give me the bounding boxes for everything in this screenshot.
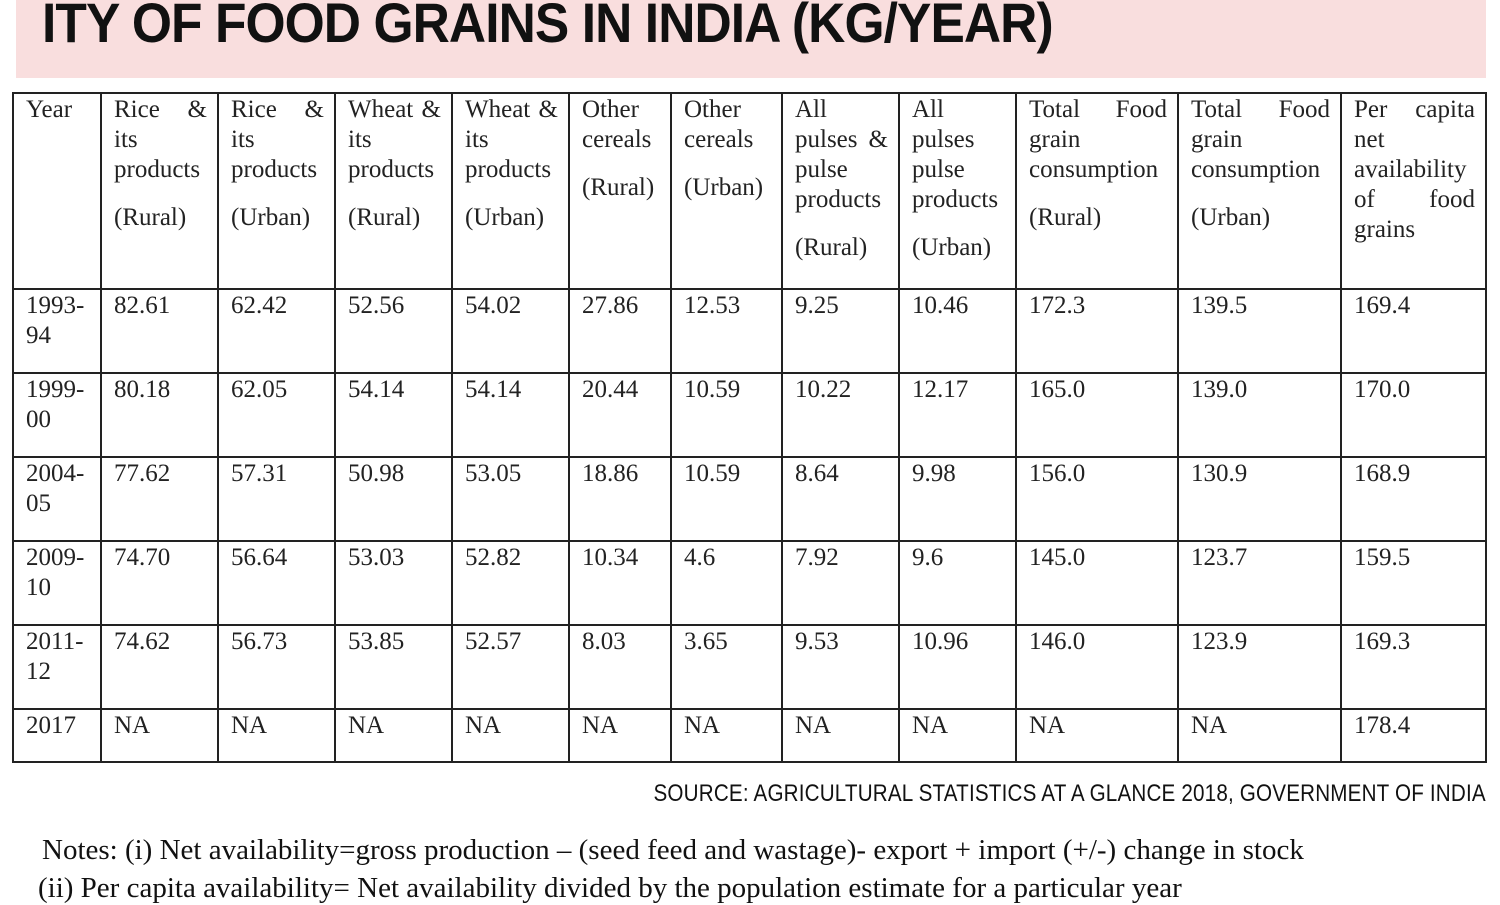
table-cell: 20.44 xyxy=(568,372,672,458)
table-cell: 54.14 xyxy=(451,372,570,458)
table-cell: 178.4 xyxy=(1340,708,1487,763)
table-cell: 165.0 xyxy=(1015,372,1179,458)
table-cell: 82.61 xyxy=(100,288,219,374)
title-band xyxy=(16,0,1486,78)
col-header: Rice & its products (Rural) xyxy=(100,92,219,290)
col-header: Wheat & its products (Rural) xyxy=(334,92,453,290)
table-cell: 1993-94 xyxy=(12,288,102,374)
table-cell: 3.65 xyxy=(670,624,783,710)
table-cell: 53.05 xyxy=(451,456,570,542)
table-cell: 62.42 xyxy=(217,288,336,374)
note-line: (ii) Per capita availability= Net availa… xyxy=(38,872,1182,904)
col-header: Total Food grain consumption (Rural) xyxy=(1015,92,1179,290)
col-header: Year xyxy=(12,92,102,290)
table-cell: NA xyxy=(1015,708,1179,763)
table-cell: 159.5 xyxy=(1340,540,1487,626)
table-cell: 52.82 xyxy=(451,540,570,626)
table-cell: 7.92 xyxy=(781,540,900,626)
table-cell: NA xyxy=(334,708,453,763)
table-cell: NA xyxy=(217,708,336,763)
food-grain-table: Year Rice & its products (Rural) Rice & i… xyxy=(12,92,1487,763)
table-cell: NA xyxy=(568,708,672,763)
table-cell: 27.86 xyxy=(568,288,672,374)
table-cell: 10.22 xyxy=(781,372,900,458)
table-cell: 169.3 xyxy=(1340,624,1487,710)
col-header: Total Food grain consumption (Urban) xyxy=(1177,92,1342,290)
table-row: 1993-94 82.61 62.42 52.56 54.02 27.86 12… xyxy=(12,288,1487,374)
table-row: 2011-12 74.62 56.73 53.85 52.57 8.03 3.6… xyxy=(12,624,1487,710)
table-cell: NA xyxy=(100,708,219,763)
table-cell: 123.7 xyxy=(1177,540,1342,626)
table-cell: 52.57 xyxy=(451,624,570,710)
table-cell: 54.02 xyxy=(451,288,570,374)
source-credit: SOURCE: AGRICULTURAL STATISTICS AT A GLA… xyxy=(653,780,1486,807)
table-cell: 169.4 xyxy=(1340,288,1487,374)
col-header: All pulses pulse products (Urban) xyxy=(898,92,1017,290)
table-cell: 12.53 xyxy=(670,288,783,374)
table-cell: 145.0 xyxy=(1015,540,1179,626)
table-cell: 77.62 xyxy=(100,456,219,542)
table-cell: 8.03 xyxy=(568,624,672,710)
table-cell: 2017 xyxy=(12,708,102,763)
table-cell: 156.0 xyxy=(1015,456,1179,542)
table-cell: 170.0 xyxy=(1340,372,1487,458)
table-cell: 9.98 xyxy=(898,456,1017,542)
table-cell: 80.18 xyxy=(100,372,219,458)
page-title: ITY OF FOOD GRAINS IN INDIA (KG/YEAR) xyxy=(42,0,1054,54)
table-cell: 10.59 xyxy=(670,372,783,458)
table-cell: NA xyxy=(781,708,900,763)
table-cell: 139.0 xyxy=(1177,372,1342,458)
table-cell: 146.0 xyxy=(1015,624,1179,710)
table-cell: 62.05 xyxy=(217,372,336,458)
col-header: Other cereals (Urban) xyxy=(670,92,783,290)
table-cell: 52.56 xyxy=(334,288,453,374)
table-cell: 2009-10 xyxy=(12,540,102,626)
table-cell: 50.98 xyxy=(334,456,453,542)
table-cell: 53.85 xyxy=(334,624,453,710)
table-cell: NA xyxy=(451,708,570,763)
table-cell: 12.17 xyxy=(898,372,1017,458)
table-cell: 9.25 xyxy=(781,288,900,374)
table-cell: 54.14 xyxy=(334,372,453,458)
table-cell: NA xyxy=(670,708,783,763)
table-row: 1999-00 80.18 62.05 54.14 54.14 20.44 10… xyxy=(12,372,1487,458)
table-cell: 53.03 xyxy=(334,540,453,626)
table-row: 2009-10 74.70 56.64 53.03 52.82 10.34 4.… xyxy=(12,540,1487,626)
table-cell: NA xyxy=(1177,708,1342,763)
table-cell: 10.96 xyxy=(898,624,1017,710)
col-header: Other cereals (Rural) xyxy=(568,92,672,290)
table-cell: 74.70 xyxy=(100,540,219,626)
col-header: Per capita net availability of food grai… xyxy=(1340,92,1487,290)
table-cell: 57.31 xyxy=(217,456,336,542)
table-cell: 172.3 xyxy=(1015,288,1179,374)
table-cell: 139.5 xyxy=(1177,288,1342,374)
table-cell: 18.86 xyxy=(568,456,672,542)
table-cell: 10.46 xyxy=(898,288,1017,374)
table-cell: 1999-00 xyxy=(12,372,102,458)
table-cell: 8.64 xyxy=(781,456,900,542)
table-row: 2017 NA NA NA NA NA NA NA NA NA NA 178.4 xyxy=(12,708,1487,763)
table-cell: 56.64 xyxy=(217,540,336,626)
table-cell: 74.62 xyxy=(100,624,219,710)
table-cell: 130.9 xyxy=(1177,456,1342,542)
table-cell: 10.34 xyxy=(568,540,672,626)
table-cell: 9.53 xyxy=(781,624,900,710)
table-cell: 10.59 xyxy=(670,456,783,542)
table-cell: 2011-12 xyxy=(12,624,102,710)
table-cell: 4.6 xyxy=(670,540,783,626)
note-line: Notes: (i) Net availability=gross produc… xyxy=(42,834,1304,866)
table-cell: NA xyxy=(898,708,1017,763)
col-header: All pulses & pulse products (Rural) xyxy=(781,92,900,290)
table-cell: 168.9 xyxy=(1340,456,1487,542)
table-row: 2004-05 77.62 57.31 50.98 53.05 18.86 10… xyxy=(12,456,1487,542)
col-header: Wheat & its products (Urban) xyxy=(451,92,570,290)
table-cell: 9.6 xyxy=(898,540,1017,626)
table-header-row: Year Rice & its products (Rural) Rice & i… xyxy=(12,92,1487,290)
table-cell: 56.73 xyxy=(217,624,336,710)
table-cell: 123.9 xyxy=(1177,624,1342,710)
table-cell: 2004-05 xyxy=(12,456,102,542)
col-header: Rice & its products (Urban) xyxy=(217,92,336,290)
